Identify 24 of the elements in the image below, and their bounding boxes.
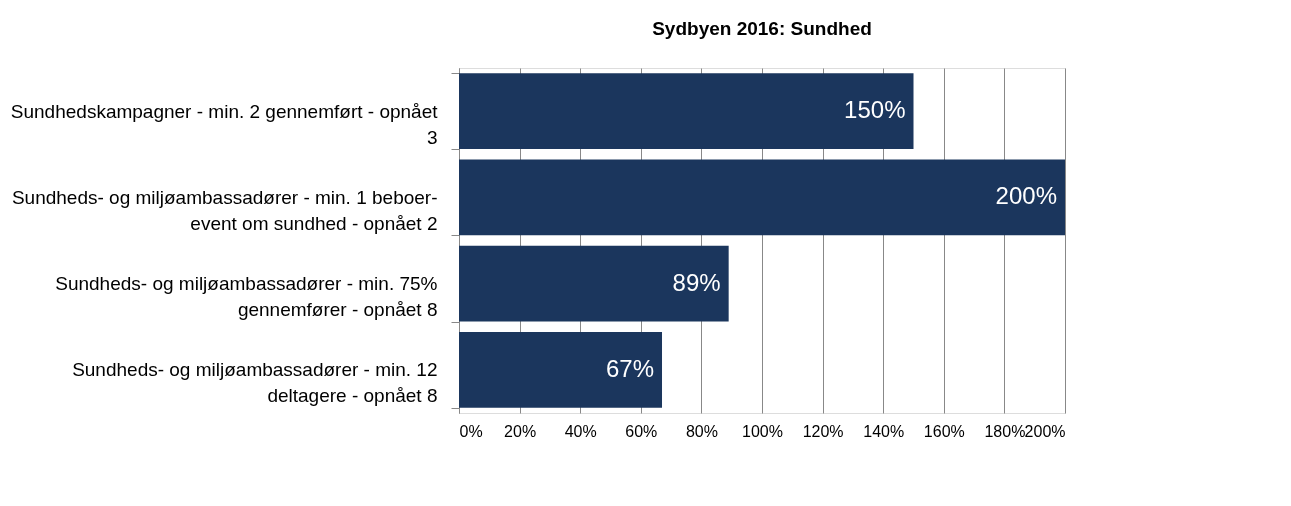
x-tick-label: 20%	[504, 422, 537, 440]
data-label: 200%	[995, 182, 1057, 210]
data-label: 150%	[844, 96, 906, 124]
y-tick-label: Sundheds- og miljøambassadører - min. 12 deltagere - opnået 8	[72, 359, 438, 407]
x-tick-label: 200%	[1024, 422, 1066, 440]
bar	[459, 73, 914, 150]
bar	[459, 159, 1065, 236]
x-tick-label: 180%	[984, 422, 1026, 440]
x-tick-label: 140%	[863, 422, 905, 440]
x-tick-label: 120%	[802, 422, 844, 440]
data-label: 67%	[605, 354, 655, 382]
y-tick-label: Sundhedskampagner - min. 2 gennemført - opnået 3	[10, 100, 439, 148]
y-tick-label: Sundheds- og miljøambassadører - min. 1 beboer-event om sundhed - opnået 2	[11, 186, 438, 234]
y-tick-label: Sundheds- og miljøambassadører - min. 75% gennemfører - opnået 8	[55, 273, 438, 321]
x-tick-label: 160%	[923, 422, 965, 440]
chart-title: Sydbyen 2016: Sundhed	[652, 18, 872, 39]
x-tick-label: 60%	[625, 422, 658, 440]
data-label: 89%	[672, 268, 721, 296]
x-tick-label: 40%	[564, 422, 597, 440]
bar	[459, 331, 663, 408]
bar	[459, 245, 729, 322]
x-tick-label: 80%	[685, 422, 718, 440]
x-tick-label: 100%	[742, 422, 783, 440]
x-tick-label: 0%	[459, 422, 483, 440]
